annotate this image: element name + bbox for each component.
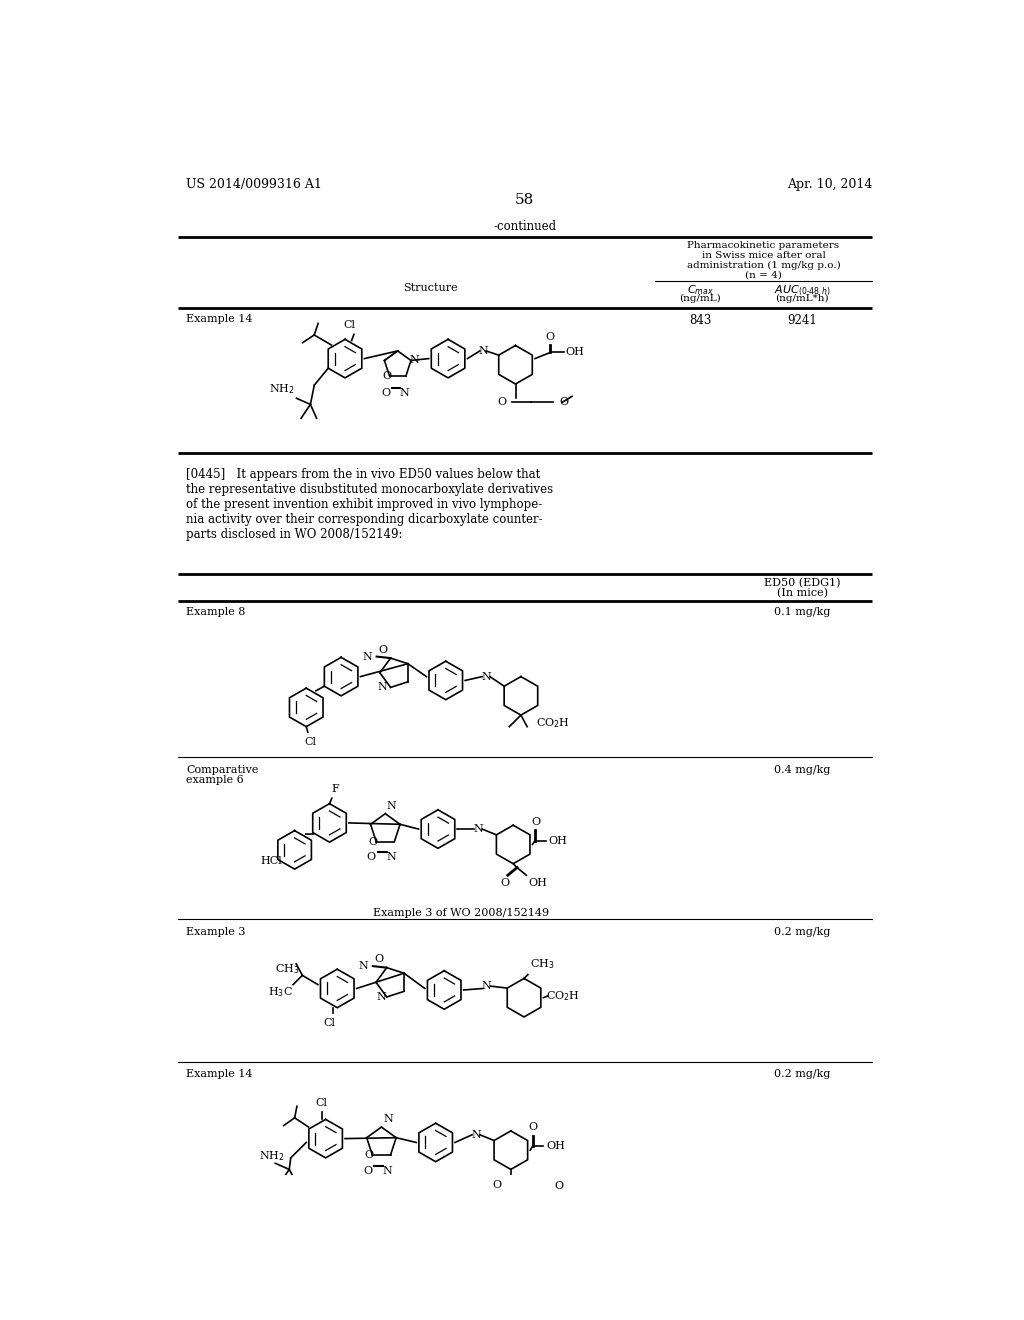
Text: N: N	[383, 1114, 393, 1125]
Text: N: N	[387, 853, 396, 862]
Text: Cl: Cl	[304, 737, 316, 747]
Text: OH: OH	[549, 836, 567, 846]
Text: [0445]   It appears from the in vivo ED50 values below that
the representative d: [0445] It appears from the in vivo ED50 …	[186, 469, 553, 541]
Text: N: N	[482, 981, 492, 991]
Text: Example 3 of WO 2008/152149: Example 3 of WO 2008/152149	[373, 908, 549, 917]
Text: O: O	[531, 817, 541, 826]
Text: NH$_2$: NH$_2$	[259, 1150, 285, 1163]
Text: N: N	[481, 672, 490, 681]
Text: O: O	[546, 331, 555, 342]
Text: ED50 (EDG1): ED50 (EDG1)	[764, 578, 841, 589]
Text: US 2014/0099316 A1: US 2014/0099316 A1	[186, 178, 322, 190]
Text: H$_3$C: H$_3$C	[267, 986, 293, 999]
Text: CO$_2$H: CO$_2$H	[546, 989, 580, 1003]
Text: HCl: HCl	[260, 857, 283, 866]
Text: O: O	[501, 878, 510, 888]
Text: Example 14: Example 14	[186, 1069, 253, 1080]
Text: 0.2 mg/kg: 0.2 mg/kg	[774, 1069, 830, 1080]
Text: N: N	[478, 346, 487, 356]
Text: OH: OH	[547, 1142, 565, 1151]
Text: NH$_2$: NH$_2$	[269, 381, 295, 396]
Text: N: N	[377, 991, 387, 1002]
Text: in Swiss mice after oral: in Swiss mice after oral	[701, 251, 825, 260]
Text: 0.2 mg/kg: 0.2 mg/kg	[774, 927, 830, 937]
Text: OH: OH	[566, 347, 585, 358]
Text: (In mice): (In mice)	[777, 589, 827, 598]
Text: Example 3: Example 3	[186, 927, 246, 937]
Text: $AUC_{(0\text{-}48\ h)}$: $AUC_{(0\text{-}48\ h)}$	[774, 284, 830, 297]
Text: 843: 843	[689, 314, 711, 327]
Text: Pharmacokinetic parameters: Pharmacokinetic parameters	[687, 240, 840, 249]
Text: O: O	[362, 1166, 372, 1176]
Text: Example 14: Example 14	[186, 314, 253, 323]
Text: example 6: example 6	[186, 775, 244, 785]
Text: O: O	[493, 1180, 502, 1189]
Text: $C_{max}$: $C_{max}$	[686, 284, 714, 297]
Text: Cl: Cl	[315, 1098, 328, 1107]
Text: O: O	[559, 397, 568, 408]
Text: 58: 58	[515, 193, 535, 207]
Text: N: N	[471, 1130, 481, 1139]
Text: O: O	[382, 388, 390, 397]
Text: Comparative: Comparative	[186, 766, 258, 775]
Text: N: N	[410, 355, 419, 366]
Text: N: N	[362, 652, 372, 661]
Text: O: O	[367, 853, 376, 862]
Text: (ng/mL*h): (ng/mL*h)	[775, 294, 829, 304]
Text: OH: OH	[528, 878, 548, 888]
Text: O: O	[378, 645, 387, 655]
Text: N: N	[387, 801, 396, 812]
Text: CO$_2$H: CO$_2$H	[537, 715, 570, 730]
Text: Example 8: Example 8	[186, 607, 246, 618]
Text: 0.1 mg/kg: 0.1 mg/kg	[774, 607, 830, 618]
Text: N: N	[383, 1166, 392, 1176]
Text: O: O	[554, 1181, 563, 1192]
Text: Structure: Structure	[402, 284, 458, 293]
Text: O: O	[365, 1150, 374, 1160]
Text: N: N	[378, 682, 387, 693]
Text: O: O	[528, 1122, 538, 1133]
Text: Cl: Cl	[343, 321, 355, 330]
Text: -continued: -continued	[494, 220, 556, 234]
Text: O: O	[382, 371, 391, 381]
Text: N: N	[358, 961, 368, 972]
Text: O: O	[375, 954, 384, 964]
Text: (n = 4): (n = 4)	[745, 271, 782, 280]
Text: CH$_3$: CH$_3$	[530, 957, 555, 970]
Text: CH$_3$: CH$_3$	[275, 962, 300, 975]
Text: N: N	[473, 824, 483, 834]
Text: (ng/mL): (ng/mL)	[679, 294, 721, 304]
Text: O: O	[369, 837, 378, 846]
Text: N: N	[399, 388, 409, 397]
Text: Cl: Cl	[324, 1018, 336, 1028]
Text: administration (1 mg/kg p.o.): administration (1 mg/kg p.o.)	[687, 261, 841, 269]
Text: 0.4 mg/kg: 0.4 mg/kg	[774, 766, 830, 775]
Text: F: F	[332, 784, 340, 793]
Text: O: O	[497, 397, 506, 408]
Text: Apr. 10, 2014: Apr. 10, 2014	[786, 178, 872, 190]
Text: 9241: 9241	[787, 314, 817, 327]
